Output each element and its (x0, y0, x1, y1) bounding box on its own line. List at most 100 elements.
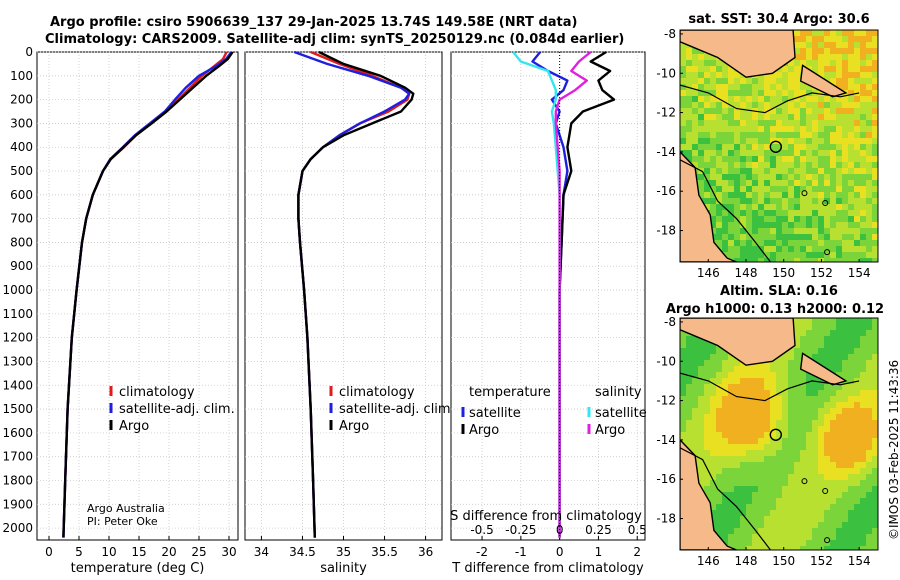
map-cell (836, 204, 842, 210)
map-cell (716, 150, 722, 156)
map-cell (866, 168, 872, 174)
map-cell (860, 516, 866, 522)
map-cell (830, 252, 836, 258)
map-cell (854, 48, 860, 54)
map-cell (758, 144, 764, 150)
map-cell (854, 348, 860, 354)
map-cell (824, 150, 830, 156)
map-cell (776, 198, 782, 204)
map-cell (836, 234, 842, 240)
map-cell (848, 480, 854, 486)
map-cell (872, 468, 878, 474)
legend-title: temperature (469, 385, 551, 400)
map-cell (836, 60, 842, 66)
map-cell (722, 462, 728, 468)
map-cell (848, 408, 854, 414)
map-cell (860, 258, 866, 262)
map-cell (782, 78, 788, 84)
map-cell (788, 546, 794, 550)
map-cell (734, 78, 740, 84)
map-cell (848, 384, 854, 390)
map-cell (794, 198, 800, 204)
map-cell (848, 372, 854, 378)
map-cell (770, 408, 776, 414)
map-cell (728, 192, 734, 198)
map-cell (836, 450, 842, 456)
map-cell (842, 420, 848, 426)
map-cell (728, 66, 734, 72)
map-cell (782, 180, 788, 186)
map-cell (680, 402, 686, 408)
map-cell (716, 78, 722, 84)
map-cell (758, 480, 764, 486)
map-cell (788, 438, 794, 444)
map-cell (800, 516, 806, 522)
map-cell (770, 510, 776, 516)
map-cell (788, 222, 794, 228)
map-cell (764, 378, 770, 384)
map-cell (812, 330, 818, 336)
map-cell (818, 192, 824, 198)
map-cell (854, 216, 860, 222)
map-cell (746, 198, 752, 204)
map-cell (800, 126, 806, 132)
map-cell (842, 246, 848, 252)
reef-marker (822, 488, 829, 495)
map-cell (782, 534, 788, 540)
map-cell (836, 216, 842, 222)
map-cell (746, 222, 752, 228)
map-cell (854, 456, 860, 462)
map-cell (764, 162, 770, 168)
map-cell (752, 216, 758, 222)
map-cell (770, 498, 776, 504)
map-cell (842, 516, 848, 522)
map-cell (836, 48, 842, 54)
map-cell (764, 72, 770, 78)
map-cell (824, 168, 830, 174)
map-cell (788, 150, 794, 156)
map-cell (752, 234, 758, 240)
map-cell (872, 84, 878, 90)
map-cell (722, 186, 728, 192)
map-cell (818, 126, 824, 132)
map-cell (872, 30, 878, 36)
map-cell (830, 222, 836, 228)
map-cell (698, 78, 704, 84)
y-tick-label: 900 (10, 259, 33, 273)
map-cell (686, 126, 692, 132)
map-cell (866, 162, 872, 168)
map-cell (716, 66, 722, 72)
map-cell (860, 240, 866, 246)
map-cell (818, 174, 824, 180)
x-tick-label: 34.5 (289, 545, 316, 559)
map-cell (872, 480, 878, 486)
map-cell (770, 426, 776, 432)
map-cell (764, 390, 770, 396)
map-cell (728, 138, 734, 144)
map-cell (824, 138, 830, 144)
map-cell (770, 114, 776, 120)
map-cell (758, 204, 764, 210)
map-cell (782, 510, 788, 516)
map-cell (860, 324, 866, 330)
map-cell (752, 90, 758, 96)
map-cell (788, 66, 794, 72)
map-cell (860, 90, 866, 96)
map-cell (860, 162, 866, 168)
map-cell (782, 366, 788, 372)
map-cell (866, 60, 872, 66)
map-cell (734, 390, 740, 396)
map-cell (872, 90, 878, 96)
map-cell (680, 60, 686, 66)
map-cell (872, 96, 878, 102)
map-cell (824, 36, 830, 42)
map-cell (758, 402, 764, 408)
map-cell (800, 546, 806, 550)
map-cell (806, 258, 812, 262)
map-cell (794, 516, 800, 522)
map-cell (812, 114, 818, 120)
map-cell (866, 534, 872, 540)
map-cell (848, 204, 854, 210)
map-cell (722, 432, 728, 438)
map-cell (812, 216, 818, 222)
